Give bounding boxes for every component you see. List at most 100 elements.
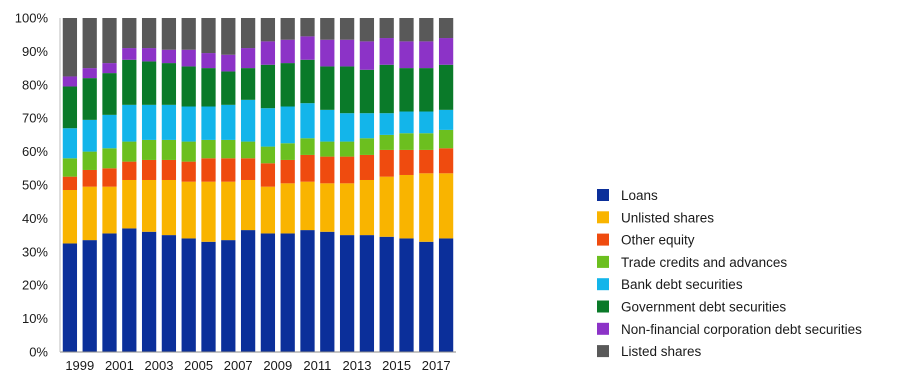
bar-segment xyxy=(399,149,414,175)
bar-segment xyxy=(181,238,196,352)
bar-segment xyxy=(379,134,394,150)
x-tick-label: 2011 xyxy=(303,358,331,373)
bar-segment xyxy=(201,241,216,352)
bar-segment xyxy=(102,148,117,169)
bar-segment xyxy=(419,18,434,42)
bar-segment xyxy=(399,238,414,352)
bar-segment xyxy=(122,228,137,352)
bar-segment xyxy=(280,106,295,144)
bar-segment xyxy=(240,141,256,159)
bar-segment xyxy=(280,63,295,107)
bar-segment xyxy=(82,119,97,152)
bar-segment xyxy=(201,53,216,69)
bar-segment xyxy=(399,174,414,239)
bar-segment xyxy=(82,78,97,120)
legend-swatch xyxy=(597,278,609,291)
bar-segment xyxy=(201,181,216,242)
legend: Loans Unlisted shares Other equity Trade cr… xyxy=(597,188,862,359)
y-tick-label: 40% xyxy=(22,211,48,226)
bar-segment xyxy=(122,104,137,142)
bar-segment xyxy=(419,133,434,150)
bar-segment xyxy=(102,186,117,234)
bar-segment xyxy=(82,68,97,79)
bar-segment xyxy=(141,48,157,62)
bar-column-2007 xyxy=(221,18,236,352)
y-tick-label: 30% xyxy=(22,244,48,259)
bar-column-2015 xyxy=(379,18,394,352)
bar-segment xyxy=(240,99,256,142)
bar-segment xyxy=(399,41,414,69)
bar-segment xyxy=(82,240,97,352)
bar-column-2006 xyxy=(201,18,216,352)
bar-segment xyxy=(320,141,335,157)
bar-segment xyxy=(438,18,454,39)
bar-segment xyxy=(201,158,216,182)
y-tick-label: 0% xyxy=(29,345,48,360)
bar-segment xyxy=(359,179,375,236)
bar-column-2005 xyxy=(181,18,196,352)
bar-segment xyxy=(320,109,335,142)
bar-column-2003 xyxy=(141,18,157,352)
legend-label: Other equity xyxy=(621,233,695,248)
bar-segment xyxy=(181,18,196,50)
legend-label: Unlisted shares xyxy=(621,210,714,225)
bar-segment xyxy=(339,183,355,236)
legend-label: Loans xyxy=(621,188,658,203)
bar-segment xyxy=(102,73,117,115)
bar-segment xyxy=(280,159,295,184)
bar-segment xyxy=(201,18,216,54)
bar-segment xyxy=(260,41,276,65)
legend-swatch xyxy=(597,189,609,201)
bar-column-1999 xyxy=(62,18,78,352)
bar-segment xyxy=(320,39,335,67)
bar-segment xyxy=(122,48,137,60)
bar-segment xyxy=(339,39,355,67)
bar-segment xyxy=(339,66,355,114)
bar-segment xyxy=(102,233,117,352)
bar-segment xyxy=(141,139,157,160)
x-tick-label: 2007 xyxy=(224,358,253,373)
bar-segment xyxy=(82,18,97,69)
bar-segment xyxy=(359,235,375,352)
bar-segment xyxy=(280,39,295,64)
bar-segment xyxy=(240,158,256,180)
bar-segment xyxy=(339,113,355,142)
bar-column-2010 xyxy=(280,18,295,352)
bar-segment xyxy=(221,18,236,55)
bar-segment xyxy=(399,111,414,134)
bar-segment xyxy=(419,41,434,69)
bar-column-2004 xyxy=(161,18,177,352)
bar-segment xyxy=(320,66,335,110)
bar-segment xyxy=(161,104,177,140)
bar-segment xyxy=(280,143,295,160)
bar-segment xyxy=(102,63,117,74)
bar-segment xyxy=(201,68,216,107)
x-tick-label: 2013 xyxy=(343,358,372,373)
y-tick-label: 20% xyxy=(22,278,48,293)
y-tick-label: 50% xyxy=(22,178,48,193)
bar-segment xyxy=(161,18,177,50)
bar-column-2016 xyxy=(399,18,414,352)
y-axis: 0% 10% 20% 30% 40% 50% 60% 70% 80% 90% 100% xyxy=(15,11,49,360)
bar-segment xyxy=(339,156,355,184)
bar-segment xyxy=(82,151,97,170)
bar-segment xyxy=(102,168,117,187)
bar-segment xyxy=(181,66,196,107)
bar-segment xyxy=(181,141,196,162)
legend-label: Trade credits and advances xyxy=(621,255,787,270)
bar-segment xyxy=(201,139,216,159)
bar-segment xyxy=(438,129,454,149)
legend-swatch xyxy=(597,300,609,313)
bar-column-2014 xyxy=(359,18,375,352)
bar-segment xyxy=(141,104,157,140)
bar-segment xyxy=(62,86,78,129)
bar-segment xyxy=(240,68,256,100)
bar-segment xyxy=(260,233,276,352)
x-tick-label: 2003 xyxy=(145,358,174,373)
bar-segment xyxy=(62,176,78,191)
bar-segment xyxy=(300,181,315,231)
bar-segment xyxy=(260,146,276,164)
bar-segment xyxy=(339,18,355,40)
bar-column-2013 xyxy=(339,18,355,352)
